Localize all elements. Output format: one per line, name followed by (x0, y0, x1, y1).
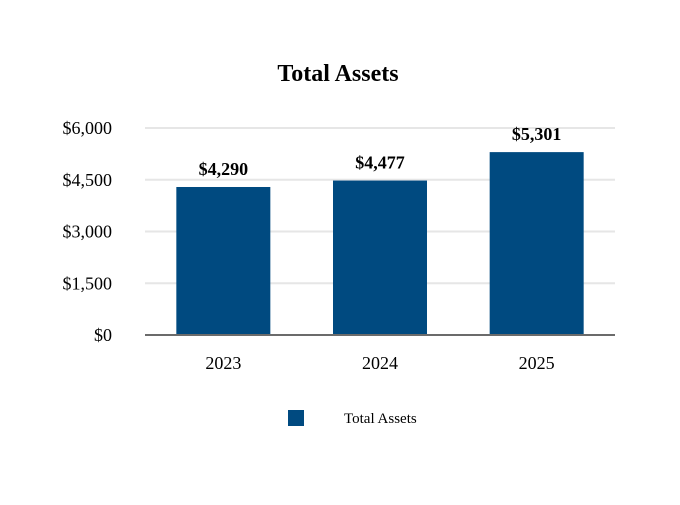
labels: $0 $1,500 $3,000 $4,500 $6,000 $4,290 2023 $4,4… (63, 118, 562, 373)
legend: Total Assets (288, 410, 417, 427)
bar-data-label: $4,290 (199, 159, 249, 179)
y-tick-label: $1,500 (63, 273, 113, 293)
bar-data-label: $5,301 (512, 124, 562, 144)
x-tick-label: 2025 (519, 353, 555, 373)
bar-data-label: $4,477 (355, 153, 405, 173)
y-tick-label: $0 (94, 325, 112, 345)
bar (333, 180, 427, 335)
y-tick-label: $3,000 (63, 222, 113, 242)
bar (176, 186, 271, 335)
legend-swatch (288, 410, 304, 426)
x-tick-label: 2023 (205, 353, 241, 373)
bars (176, 152, 584, 335)
y-tick-label: $6,000 (63, 118, 113, 138)
chart-title: Total Assets (277, 61, 398, 87)
legend-label: Total Assets (344, 411, 417, 427)
bar (489, 152, 584, 335)
y-tick-label: $4,500 (63, 170, 113, 190)
x-tick-label: 2024 (362, 353, 398, 373)
